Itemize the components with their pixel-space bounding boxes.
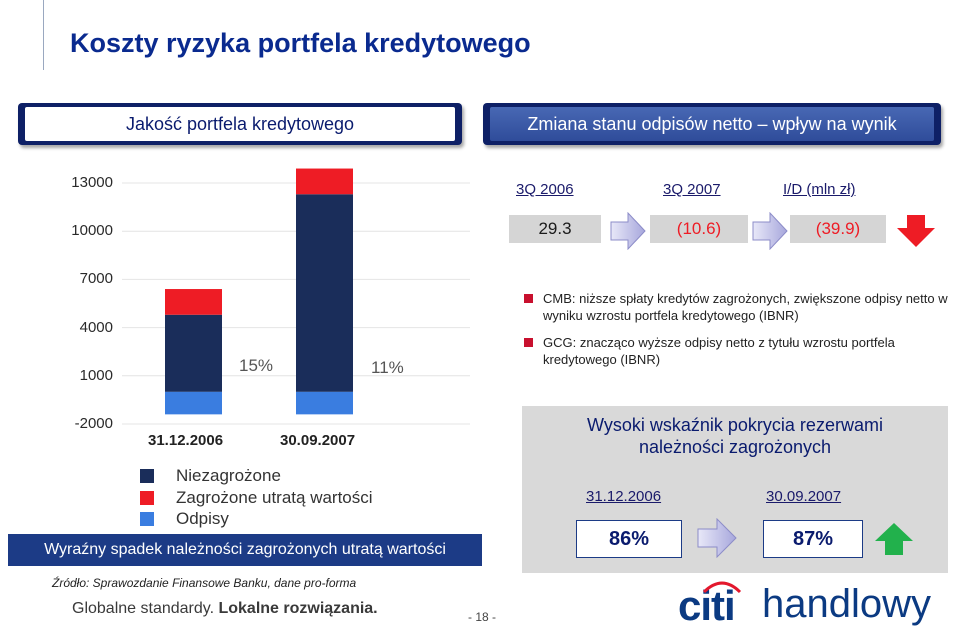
- arrow-right-icon: [752, 212, 788, 250]
- right-section-header: Zmiana stanu odpisów netto – wpływ na wy…: [483, 103, 941, 145]
- legend-item-niezagrozone: Niezagrożone: [140, 466, 281, 486]
- source-note: Źródło: Sprawozdanie Finansowe Banku, da…: [52, 576, 357, 590]
- legend-label: Zagrożone utratą wartości: [176, 488, 373, 507]
- column-header-3q2007: 3Q 2007: [663, 181, 721, 198]
- bullet-marker: [524, 338, 533, 347]
- slogan-regular: Globalne standardy.: [72, 600, 215, 617]
- column-header-id: I/D (mln zł): [783, 181, 856, 198]
- coverage-date-2: 30.09.2007: [766, 488, 842, 505]
- handlowy-logo: handlowy: [762, 582, 932, 626]
- y-tick-label: 1000: [79, 366, 113, 384]
- bar-segment-zagro-one-utrat-warto-ci-2: [296, 168, 353, 195]
- left-section-header-label: Jakość portfela kredytowego: [25, 107, 455, 141]
- bullet-text-cmb: CMB: niższe spłaty kredytów zagrożonych,…: [543, 291, 948, 323]
- red-down-arrow-icon: [897, 215, 935, 247]
- value-3q2006: 29.3: [509, 215, 601, 243]
- arrow-right-icon: [610, 212, 646, 250]
- y-tick-label: 7000: [79, 270, 113, 288]
- y-tick-label: -2000: [74, 415, 113, 432]
- coverage-title-line1: Wysoki wskaźnik pokrycia rezerwami: [587, 415, 883, 435]
- value-3q2007: (10.6): [650, 215, 748, 243]
- right-section-header-label: Zmiana stanu odpisów netto – wpływ na wy…: [490, 107, 934, 141]
- bar-segment-zagro-one-utrat-warto-ci-1: [165, 289, 222, 315]
- page-number: - 18 -: [468, 610, 497, 624]
- legend-item-zagrozone: Zagrożone utratą wartości: [140, 488, 373, 508]
- bar-annotation-2: 11%: [371, 358, 404, 377]
- slogan-bold: Lokalne rozwiązania.: [218, 600, 378, 617]
- left-conclusion-banner: Wyraźny spadek należności zagrożonych ut…: [8, 534, 482, 566]
- bar-annotation-1: 15%: [239, 356, 274, 375]
- decorative-vertical-line: [43, 0, 44, 70]
- green-up-arrow-icon: [875, 523, 913, 555]
- footer-slogan: Globalne standardy. Lokalne rozwiązania.: [72, 600, 378, 618]
- bullet-marker: [524, 294, 533, 303]
- value-id: (39.9): [790, 215, 886, 243]
- legend-label: Niezagrożone: [176, 466, 281, 485]
- coverage-value-2: 87%: [763, 520, 863, 558]
- bar-segment-odpisy-1: [165, 391, 222, 415]
- y-tick-label: 4000: [79, 318, 113, 336]
- legend-swatch: [140, 491, 154, 505]
- legend-swatch: [140, 469, 154, 483]
- x-tick-label-1: 31.12.2006: [148, 432, 224, 449]
- column-header-3q2006: 3Q 2006: [516, 181, 574, 198]
- y-tick-label: 13000: [71, 174, 113, 191]
- y-tick-label: 10000: [71, 222, 113, 240]
- bar-segment-niezagro-one-2: [296, 194, 353, 392]
- bar-segment-odpisy-2: [296, 391, 353, 415]
- page-title: Koszty ryzyka portfela kredytowego: [70, 28, 531, 58]
- coverage-title-line2: należności zagrożonych: [638, 437, 832, 457]
- coverage-title: Wysoki wskaźnik pokrycia rezerwami należ…: [522, 414, 948, 458]
- bullet-text-gcg: GCG: znacząco wyższe odpisy netto z tytu…: [543, 335, 895, 367]
- legend-item-odpisy: Odpisy: [140, 509, 229, 529]
- coverage-value-1: 86%: [576, 520, 682, 558]
- citi-arc-icon: [702, 581, 742, 594]
- left-section-header: Jakość portfela kredytowego: [18, 103, 462, 145]
- portfolio-quality-chart: [122, 168, 470, 425]
- x-tick-label-2: 30.09.2007: [280, 432, 356, 449]
- coverage-date-1: 31.12.2006: [586, 488, 662, 505]
- bar-segment-niezagro-one-1: [165, 314, 222, 392]
- arrow-right-icon: [697, 518, 737, 558]
- legend-label: Odpisy: [176, 509, 229, 528]
- legend-swatch: [140, 512, 154, 526]
